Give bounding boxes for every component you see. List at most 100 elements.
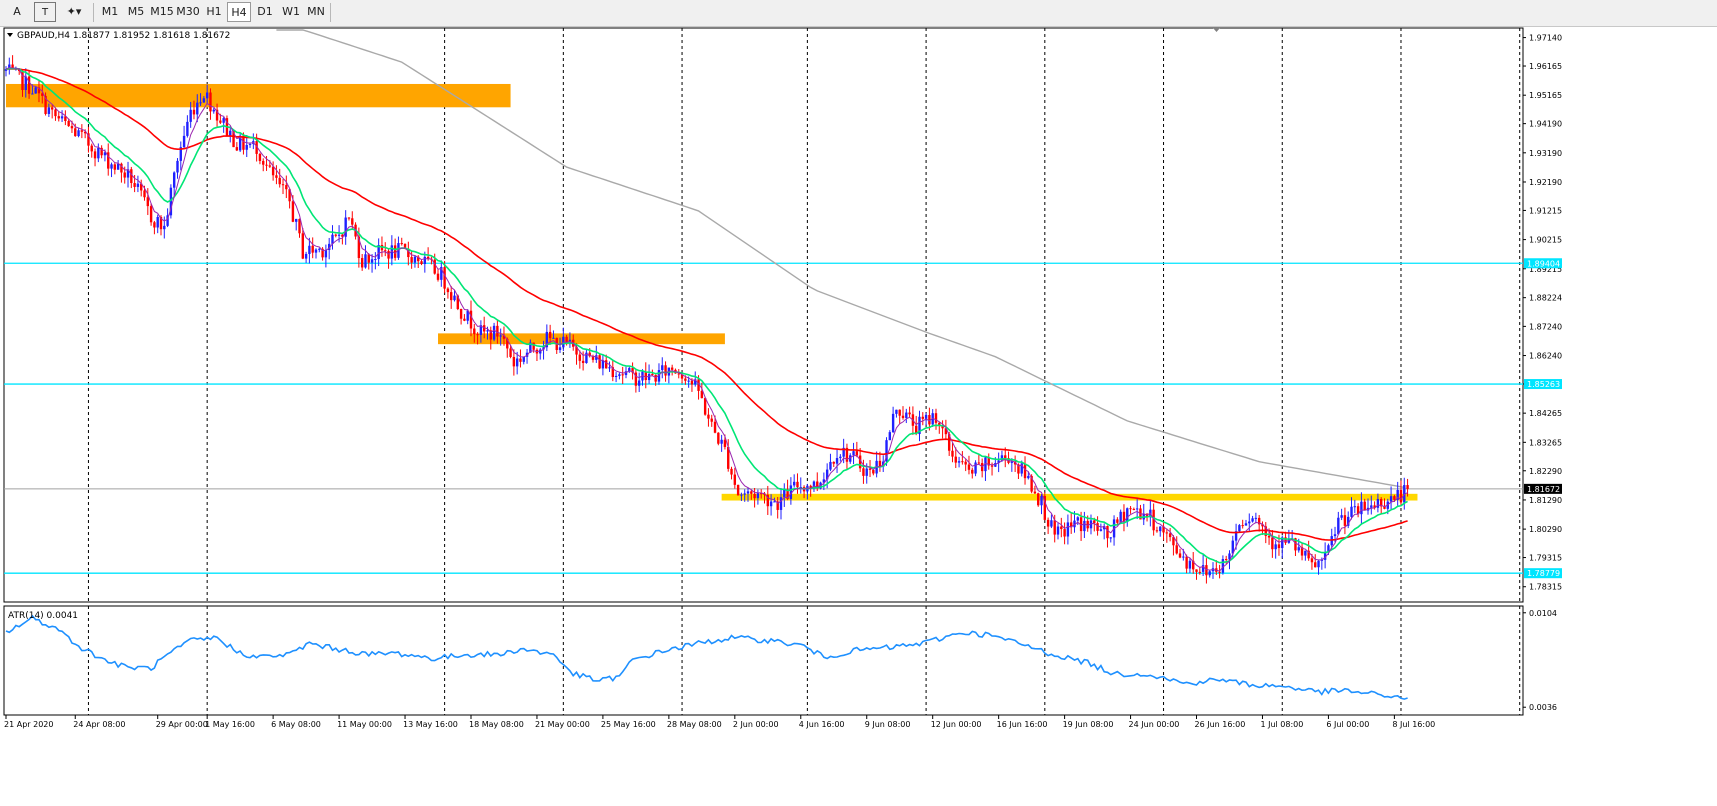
- timeframe-h4-button[interactable]: H4: [227, 2, 251, 22]
- candle-body: [291, 201, 295, 222]
- candle: [80, 124, 84, 139]
- chart-area[interactable]: 1.97140 1.96165 1.95165 1.94190 1.93190 1.921…: [0, 26, 1717, 806]
- candle-body: [812, 481, 816, 489]
- candle: [337, 225, 341, 243]
- price-tick-label: 1.95165: [1529, 91, 1562, 100]
- candle-body: [990, 465, 994, 467]
- timeframe-m1-button[interactable]: M1: [101, 5, 119, 18]
- level-label-text: 1.78779: [1527, 569, 1560, 578]
- candle-body: [908, 412, 911, 415]
- candle-body: [605, 360, 608, 369]
- sma200-polyline: [276, 29, 1405, 489]
- timeframe-w1-button[interactable]: W1: [282, 5, 300, 18]
- candle-body: [281, 184, 285, 186]
- atr-tick-label: 0.0036: [1529, 703, 1557, 712]
- candle: [374, 252, 377, 270]
- price-tick-label: 1.79315: [1529, 554, 1562, 563]
- candle-body: [1119, 511, 1122, 523]
- candle-body: [172, 172, 176, 188]
- candle: [1069, 512, 1073, 534]
- candle: [410, 251, 413, 269]
- time-tick-label: 28 May 08:00: [667, 720, 722, 729]
- candle: [849, 453, 852, 464]
- candle-body: [842, 447, 845, 457]
- candle-body: [839, 456, 842, 459]
- timeframe-m5-button[interactable]: M5: [127, 5, 145, 18]
- horizontal-levels[interactable]: [4, 262, 1523, 574]
- candle-body: [1343, 515, 1347, 526]
- candle-body: [1056, 526, 1060, 535]
- text-tool-button[interactable]: A: [13, 5, 21, 18]
- candle-body: [680, 374, 684, 379]
- candle-body: [519, 358, 522, 362]
- candle: [1192, 552, 1195, 574]
- candle: [1063, 522, 1066, 545]
- candle-body: [1000, 455, 1004, 461]
- candle: [905, 408, 908, 424]
- candle: [479, 320, 483, 343]
- candle: [789, 477, 793, 505]
- candle-body: [400, 243, 403, 245]
- candle: [779, 487, 783, 520]
- candle-body: [37, 87, 41, 94]
- candle: [664, 361, 667, 382]
- candle: [163, 216, 166, 239]
- candle-body: [1076, 517, 1079, 521]
- candle: [360, 254, 364, 271]
- candle-body: [717, 432, 720, 444]
- candle-body: [1254, 517, 1258, 519]
- header-dropdown-icon[interactable]: [7, 33, 13, 37]
- candle: [1317, 560, 1320, 575]
- candle: [1360, 492, 1363, 525]
- candle-body: [690, 380, 694, 385]
- candle: [54, 107, 57, 121]
- timeframe-mn-button[interactable]: MN: [307, 5, 325, 18]
- candle-body: [77, 130, 80, 137]
- candle-body: [727, 446, 730, 469]
- candle-body: [1182, 556, 1185, 558]
- candle: [278, 168, 281, 188]
- candle-body: [608, 367, 611, 369]
- candle: [400, 237, 403, 246]
- candle: [324, 244, 328, 268]
- toolbar-separator: [93, 3, 94, 22]
- candle-body: [377, 245, 380, 260]
- candle-body: [1073, 520, 1076, 528]
- candle-body: [1383, 506, 1386, 509]
- candle: [776, 497, 779, 519]
- candle-body: [947, 434, 951, 451]
- candle: [1040, 493, 1043, 515]
- candle-body: [298, 218, 301, 234]
- candle-body: [670, 367, 674, 370]
- candle-body: [905, 412, 908, 418]
- timeframe-m15-button[interactable]: M15: [150, 5, 174, 18]
- candle-body: [921, 416, 924, 419]
- candle-body: [786, 489, 789, 499]
- candle: [677, 369, 680, 379]
- current-price-text: 1.81672: [1527, 485, 1560, 494]
- candle-body: [116, 163, 120, 170]
- candle-body: [318, 248, 321, 250]
- candle-body: [229, 130, 232, 136]
- chart-shift-marker-icon[interactable]: [1213, 28, 1220, 32]
- objects-tool-button[interactable]: ✦▾: [66, 5, 82, 18]
- candle-body: [196, 102, 199, 115]
- timeframe-m30-button[interactable]: M30: [176, 5, 200, 18]
- timeframe-d1-button[interactable]: D1: [257, 5, 273, 18]
- candle-body: [740, 494, 743, 496]
- timeframe-h1-button[interactable]: H1: [206, 5, 222, 18]
- time-tick-label: 13 May 16:00: [403, 720, 458, 729]
- candle: [1046, 517, 1050, 535]
- time-tick-label: 19 Jun 08:00: [1063, 720, 1114, 729]
- candle: [529, 339, 532, 353]
- candle-body: [657, 370, 661, 382]
- candle: [189, 101, 192, 128]
- candle-body: [453, 295, 456, 301]
- candle: [149, 203, 153, 226]
- candle: [769, 494, 773, 516]
- candle: [453, 289, 456, 302]
- candle-body: [433, 259, 436, 274]
- candle-body: [34, 87, 37, 94]
- text-label-tool-button[interactable]: T: [34, 2, 56, 22]
- candle: [842, 438, 845, 464]
